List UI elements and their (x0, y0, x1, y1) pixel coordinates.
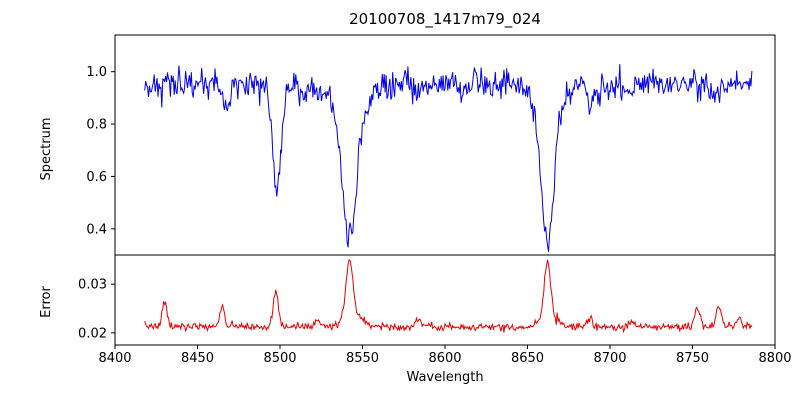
spectrum-y-tick-label: 0.8 (86, 118, 107, 133)
x-tick-label: 8450 (181, 351, 214, 366)
x-tick-label: 8650 (511, 351, 544, 366)
spectrum-line (144, 64, 753, 252)
chart-title: 20100708_1417m79_024 (349, 10, 541, 29)
x-tick-label: 8700 (593, 351, 626, 366)
x-tick-label: 8550 (346, 351, 379, 366)
x-tick-label: 8500 (263, 351, 296, 366)
error-y-tick-label: 0.02 (78, 326, 107, 341)
x-tick-label: 8600 (428, 351, 461, 366)
spectrum-y-tick-label: 1.0 (86, 65, 107, 80)
y-axis-label-spectrum: Spectrum (39, 118, 54, 181)
error-line (144, 259, 753, 334)
spectrum-y-tick-label: 0.6 (86, 170, 107, 185)
x-axis-label: Wavelength (406, 370, 483, 385)
x-tick-label: 8750 (676, 351, 709, 366)
spectrum-panel-border (114, 34, 776, 256)
x-tick-label: 8800 (758, 351, 791, 366)
error-panel-border (114, 254, 776, 346)
spectrum-y-tick-label: 0.4 (86, 222, 107, 237)
y-axis-label-error: Error (39, 286, 54, 318)
error-y-tick-label: 0.03 (78, 278, 107, 293)
x-tick-label: 8400 (98, 351, 131, 366)
